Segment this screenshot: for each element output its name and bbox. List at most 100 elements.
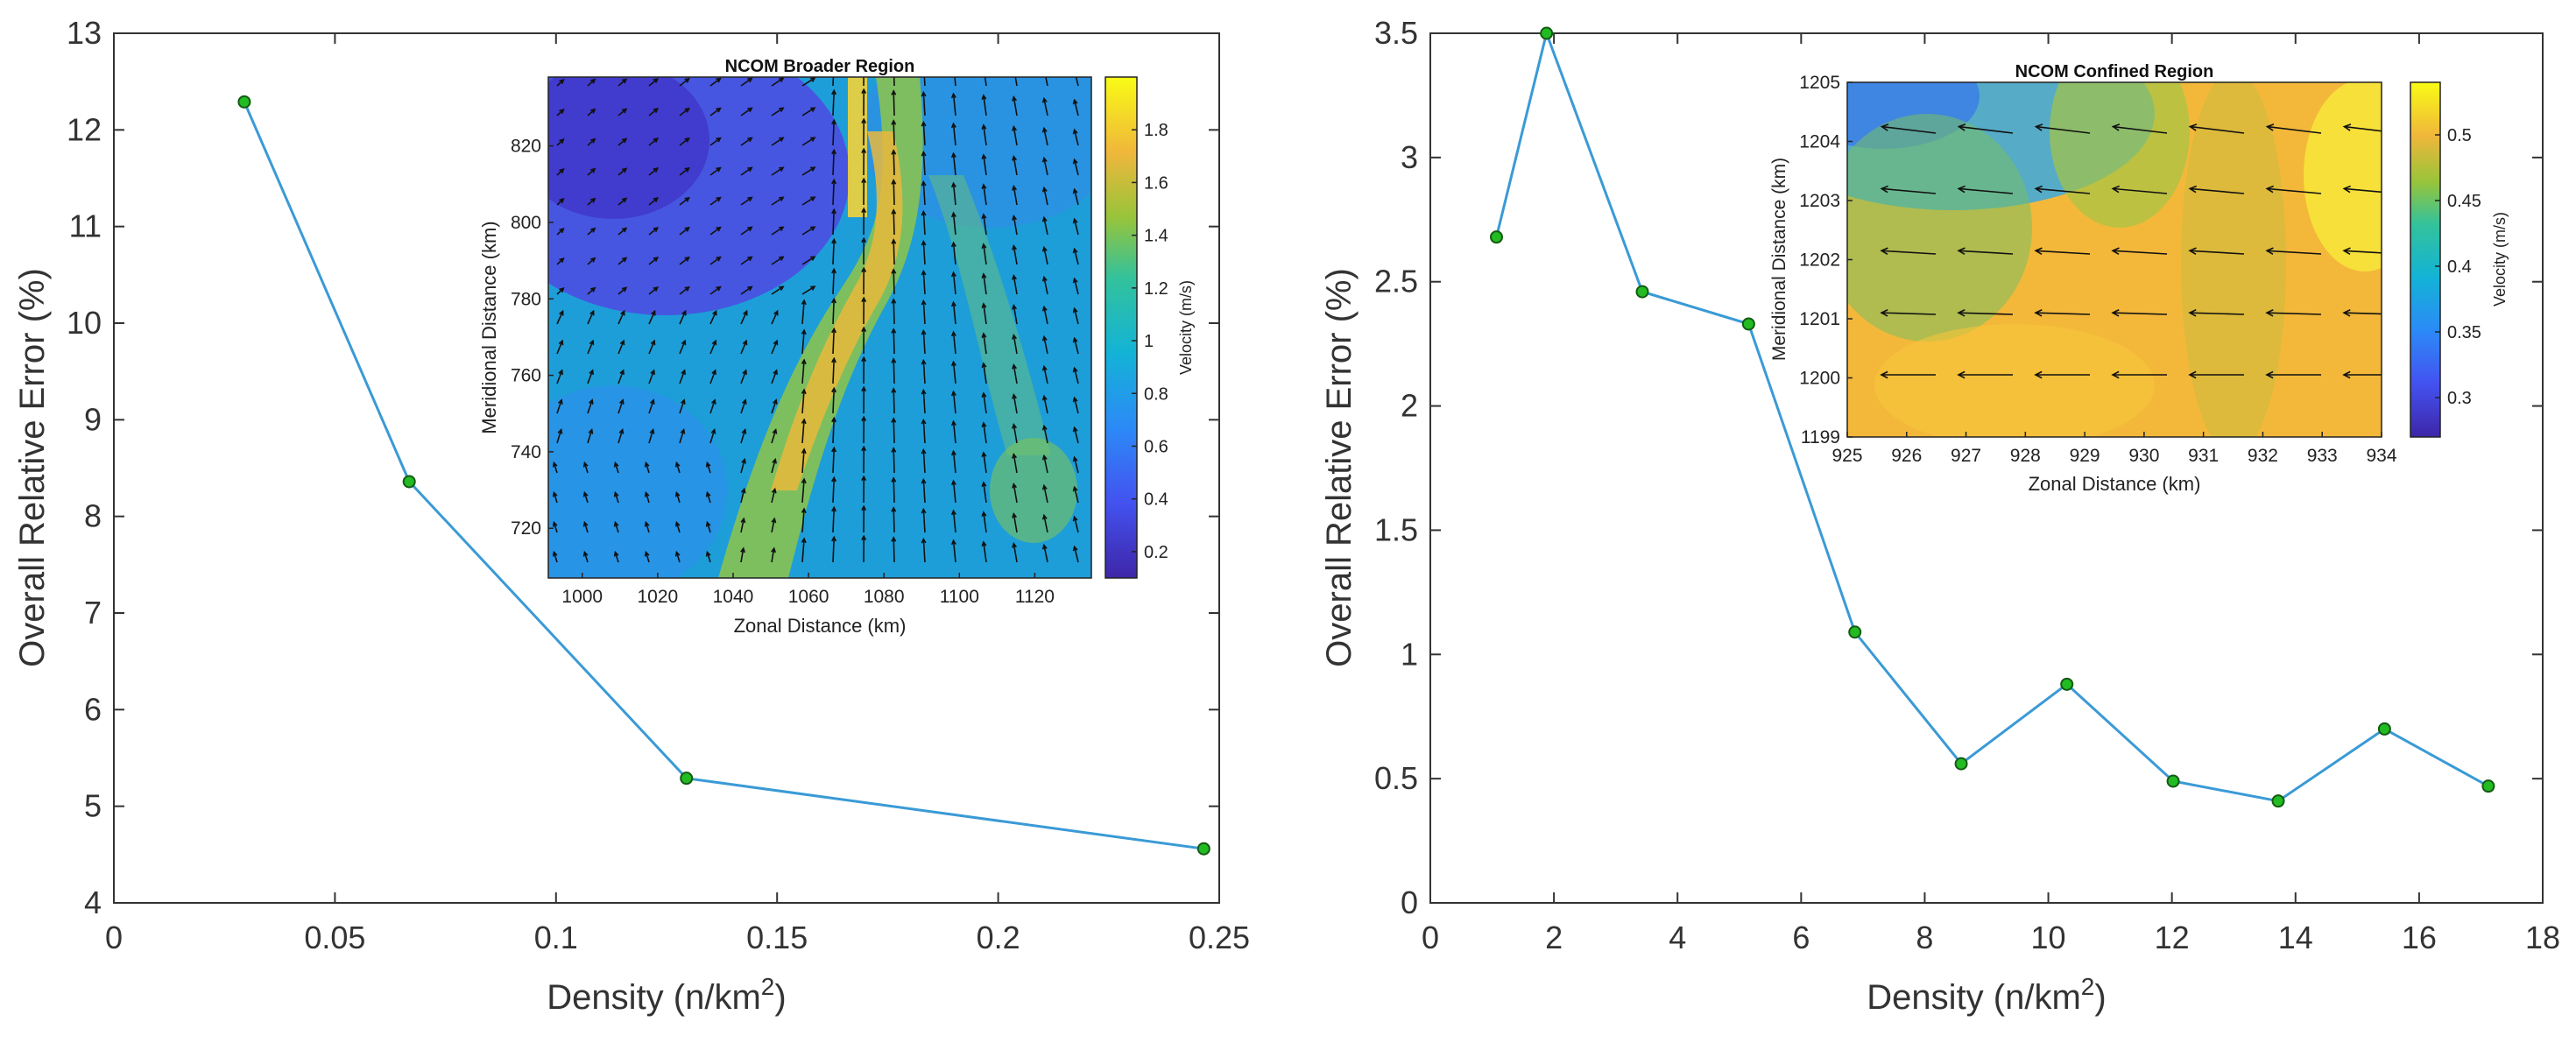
vector-arrow bbox=[893, 151, 894, 175]
data-point bbox=[2168, 775, 2179, 786]
y-tick-label: 2.5 bbox=[1374, 264, 1418, 300]
vector-arrow-head bbox=[921, 63, 926, 67]
vector-arrow bbox=[893, 240, 894, 264]
vector-arrow bbox=[893, 121, 894, 145]
data-point bbox=[681, 772, 692, 784]
colorbar-tick-label: 1.8 bbox=[1144, 121, 1168, 140]
y-tick-label: 13 bbox=[67, 15, 102, 51]
inset-x-tick-label: 927 bbox=[1951, 446, 1981, 466]
x-tick-label: 14 bbox=[2278, 920, 2313, 955]
x-tick-label: 2 bbox=[1545, 920, 1563, 955]
x-axis-label-right: Density (n/km2) bbox=[1867, 973, 2106, 1017]
data-point bbox=[1956, 758, 1967, 770]
inset-x-tick-label: 932 bbox=[2248, 446, 2278, 466]
inset-x-tick-label: 1080 bbox=[864, 587, 905, 607]
vector-arrow bbox=[893, 389, 894, 413]
inset-y-tick-label: 1202 bbox=[1799, 250, 1840, 271]
inset-x-tick-label: 1100 bbox=[940, 587, 979, 607]
vector-arrow bbox=[893, 180, 894, 205]
vector-arrow-head bbox=[1043, 69, 1047, 74]
data-point bbox=[2061, 679, 2072, 690]
inset-heatmap-right bbox=[1752, 18, 2426, 455]
colorbar-tick-label: 0.45 bbox=[2447, 192, 2481, 211]
inset-x-tick-label: 931 bbox=[2188, 446, 2219, 466]
inset-y-tick-label: 800 bbox=[511, 213, 541, 233]
inset-x-tick-label: 925 bbox=[1831, 446, 1862, 466]
inset-x-tick-label: 926 bbox=[1891, 446, 1922, 466]
colorbar-label-right: Velocity (m/s) bbox=[2491, 212, 2509, 307]
inset-x-tick-label: 933 bbox=[2307, 446, 2338, 466]
vector-arrow bbox=[893, 210, 894, 235]
colorbar-tick-label: 0.4 bbox=[2447, 257, 2472, 277]
x-tick-label: 0 bbox=[105, 920, 123, 955]
x-tick-label: 6 bbox=[1792, 920, 1810, 955]
inset-heatmap-left bbox=[482, 35, 1121, 595]
colorbar-tick-label: 1 bbox=[1144, 332, 1154, 351]
vector-arrow-head bbox=[982, 66, 985, 70]
x-axis-label-left: Density (n/km2) bbox=[547, 973, 786, 1017]
y-tick-label: 4 bbox=[84, 884, 102, 920]
inset-x-tick-label: 1000 bbox=[561, 587, 603, 607]
colorbar-tick-label: 0.5 bbox=[2447, 126, 2472, 145]
colorbar-label-left: Velocity (m/s) bbox=[1177, 280, 1195, 375]
y-tick-label: 10 bbox=[67, 305, 102, 341]
vector-arrow bbox=[893, 508, 894, 532]
colorbar-left bbox=[1105, 77, 1137, 578]
vector-arrow-head bbox=[1074, 70, 1077, 74]
data-point bbox=[1637, 286, 1648, 298]
x-tick-label: 0.15 bbox=[746, 920, 808, 955]
y-tick-label: 0.5 bbox=[1374, 760, 1418, 796]
inset-y-tick-label: 1203 bbox=[1799, 191, 1840, 211]
inset-x-tick-label: 1120 bbox=[1015, 587, 1055, 607]
vector-arrow bbox=[893, 419, 894, 443]
x-tick-label: 16 bbox=[2402, 920, 2437, 955]
inset-x-tick-label: 930 bbox=[2128, 446, 2159, 466]
y-axis-label-right: Overall Relative Error (%) bbox=[1320, 268, 1359, 667]
y-tick-label: 3.5 bbox=[1374, 15, 1418, 51]
y-tick-label: 9 bbox=[84, 401, 102, 437]
inset-y-tick-label: 760 bbox=[511, 366, 541, 386]
x-tick-label: 8 bbox=[1916, 920, 1933, 955]
vector-arrow bbox=[893, 478, 894, 503]
colorbar-tick-label: 0.6 bbox=[1144, 437, 1168, 456]
y-tick-label: 11 bbox=[69, 208, 102, 244]
inset-y-tick-label: 820 bbox=[511, 137, 541, 157]
data-point bbox=[1541, 28, 1552, 39]
data-point bbox=[404, 476, 415, 487]
inset-y-label-left: Meridional Distance (km) bbox=[478, 221, 500, 433]
inset-y-tick-label: 1204 bbox=[1799, 132, 1840, 152]
inset-x-tick-label: 934 bbox=[2366, 446, 2396, 466]
inset-y-tick-label: 720 bbox=[511, 518, 541, 539]
y-tick-label: 0 bbox=[1401, 884, 1418, 920]
colorbar-tick-label: 1.4 bbox=[1144, 227, 1168, 246]
inset-x-label-right: Zonal Distance (km) bbox=[2029, 473, 2201, 495]
vector-arrow bbox=[893, 538, 894, 562]
colorbar-tick-label: 0.2 bbox=[1144, 543, 1168, 562]
inset-x-tick-label: 1060 bbox=[788, 587, 829, 607]
data-point bbox=[1849, 626, 1860, 638]
inset-x-tick-label: 929 bbox=[2070, 446, 2100, 466]
x-tick-label: 0.25 bbox=[1189, 920, 1250, 955]
inset-y-tick-label: 1199 bbox=[1801, 427, 1840, 448]
x-tick-label: 4 bbox=[1669, 920, 1686, 955]
colorbar-tick-label: 0.8 bbox=[1144, 384, 1168, 404]
x-tick-label: 10 bbox=[2031, 920, 2066, 955]
x-tick-label: 18 bbox=[2525, 920, 2560, 955]
data-point bbox=[1198, 843, 1210, 855]
x-tick-label: 0.2 bbox=[977, 920, 1020, 955]
x-tick-label: 0.05 bbox=[304, 920, 365, 955]
x-tick-label: 12 bbox=[2155, 920, 2190, 955]
data-point bbox=[2482, 780, 2494, 792]
y-tick-label: 1 bbox=[1401, 636, 1418, 672]
colorbar-tick-label: 0.35 bbox=[2447, 323, 2481, 342]
data-point bbox=[2379, 723, 2390, 735]
vector-arrow-head bbox=[1013, 67, 1016, 72]
x-tick-label: 0.1 bbox=[534, 920, 578, 955]
data-point bbox=[238, 96, 250, 108]
colorbar-tick-label: 0.4 bbox=[1144, 490, 1168, 510]
